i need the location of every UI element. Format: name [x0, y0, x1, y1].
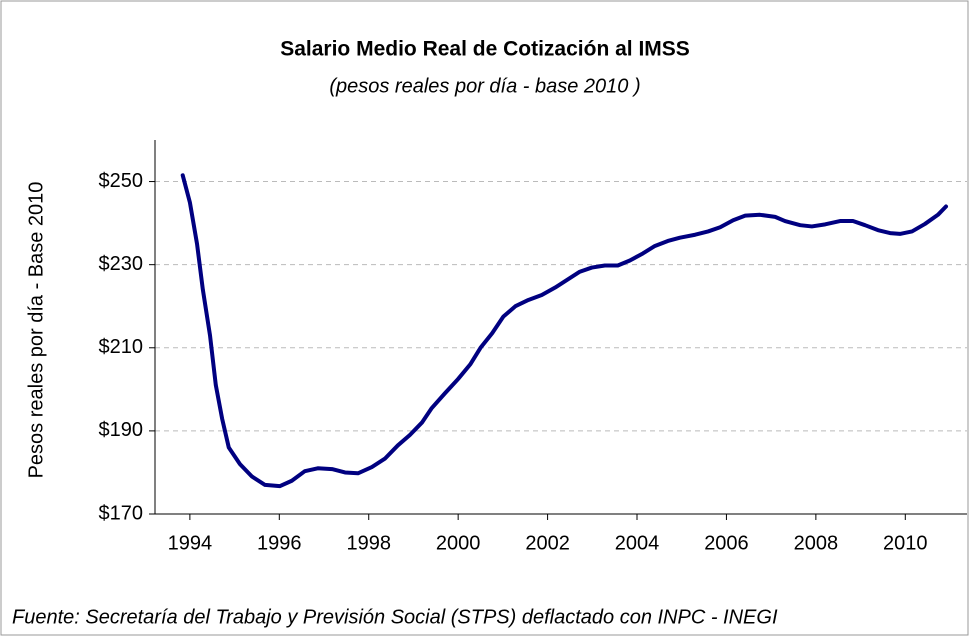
x-tick-label: 1996 — [257, 532, 302, 554]
y-tick-label: $250 — [99, 170, 144, 192]
chart-title: Salario Medio Real de Cotización al IMSS — [280, 38, 690, 61]
y-tick-label: $190 — [99, 419, 144, 441]
source-note: Fuente: Secretaría del Trabajo y Previsi… — [12, 606, 778, 628]
x-tick-label: 2010 — [883, 532, 928, 554]
x-tick-label: 2006 — [704, 532, 749, 554]
x-tick-label: 2004 — [615, 532, 660, 554]
y-tick-label: $210 — [99, 336, 144, 358]
y-axis-label: Pesos reales por día - Base 2010 — [25, 182, 47, 479]
x-tick-label: 2002 — [525, 532, 570, 554]
y-tick-label: $170 — [99, 502, 144, 524]
chart-subtitle: (pesos reales por día - base 2010 ) — [329, 75, 640, 97]
x-tick-label: 2008 — [794, 532, 839, 554]
x-tick-label: 1998 — [346, 532, 391, 554]
x-tick-label: 1994 — [168, 532, 213, 554]
x-tick-label: 2000 — [436, 532, 481, 554]
y-tick-label: $230 — [99, 253, 144, 275]
line-series — [180, 173, 948, 489]
